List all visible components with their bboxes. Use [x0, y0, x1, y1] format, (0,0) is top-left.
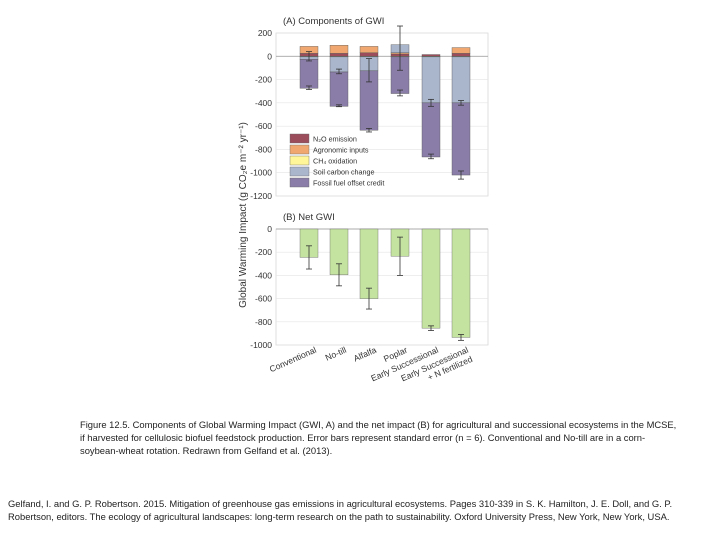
panel-a: (A) Components of GWI 200 0 -200 -400 -600 -8… — [250, 16, 489, 201]
gwi-figure: (A) Components of GWI 200 0 -200 -400 -600 -8… — [238, 16, 489, 384]
y-tick-label: -600 — [255, 294, 272, 304]
stacked-bar-segment — [451, 102, 471, 176]
panel-b-error-bars — [306, 236, 464, 341]
net-gwi-bar — [421, 228, 441, 329]
legend-entry: Soil carbon change — [313, 168, 375, 177]
legend-entry: Agronomic inputs — [313, 146, 369, 155]
panel-b-bars — [299, 228, 471, 338]
legend-swatch — [289, 155, 310, 166]
y-tick-label: -600 — [255, 121, 272, 131]
x-category-label: No-till — [324, 345, 348, 363]
panel-a-title: (A) Components of GWI — [283, 16, 384, 27]
panel-b: (B) Net GWI 0 -200 -400 -600 -800 -1000 — [250, 212, 489, 350]
x-category-label: Alfalfa — [352, 345, 378, 364]
y-tick-label: -200 — [255, 75, 272, 85]
legend-swatch — [289, 177, 310, 188]
panel-b-title: (B) Net GWI — [283, 212, 335, 223]
stacked-bar-segment — [299, 58, 319, 89]
y-tick-label: 0 — [267, 224, 272, 234]
stacked-bar-segment — [421, 56, 441, 104]
x-category-label: Conventional — [268, 345, 318, 375]
stacked-bar-segment — [451, 47, 471, 54]
stacked-bar-segment — [329, 71, 349, 107]
panel-b-y-ticks: 0 -200 -400 -600 -800 -1000 — [250, 224, 272, 350]
legend-swatch — [289, 166, 310, 177]
legend-entry: Fossil fuel offset credit — [313, 179, 384, 188]
stacked-bar-segment — [421, 102, 441, 158]
stacked-bar-segment — [451, 53, 471, 57]
legend-entry: CH₄ oxidation — [313, 157, 357, 166]
stacked-bar-segment — [359, 52, 379, 57]
legend-entry: N₂O emission — [313, 135, 357, 144]
stacked-bar-segment — [329, 45, 349, 54]
y-tick-label: -200 — [255, 247, 272, 257]
y-tick-label: -1000 — [250, 340, 272, 350]
panel-a-bars — [299, 44, 471, 176]
stacked-bar-segment — [421, 54, 441, 57]
stacked-bar-segment — [451, 56, 471, 104]
y-tick-label: 200 — [258, 28, 272, 38]
net-gwi-bar — [451, 228, 471, 338]
panel-a-legend: N₂O emission Agronomic inputs CH₄ oxidatio… — [289, 133, 384, 188]
y-tick-label: -400 — [255, 98, 272, 108]
legend-swatch — [289, 144, 310, 155]
y-tick-label: -800 — [255, 317, 272, 327]
y-tick-label: 0 — [267, 51, 272, 61]
figure-caption: Figure 12.5. Components of Global Warmin… — [80, 419, 677, 456]
y-tick-label: -400 — [255, 270, 272, 280]
citation-reference: Gelfand, I. and G. P. Robertson. 2015. M… — [8, 498, 673, 522]
y-tick-label: -1200 — [250, 191, 272, 201]
stacked-bar-segment — [359, 46, 379, 53]
panel-a-y-ticks: 200 0 -200 -400 -600 -800 -1000 -1200 — [250, 28, 272, 201]
y-tick-label: -1000 — [250, 168, 272, 178]
legend-swatch — [289, 133, 310, 144]
y-tick-label: -800 — [255, 144, 272, 154]
panel-a-error-bars — [306, 25, 464, 180]
y-axis-label: Global Warming Impact (g CO₂e m⁻² yr⁻¹) — [238, 122, 249, 308]
stacked-bar-segment — [329, 53, 349, 57]
